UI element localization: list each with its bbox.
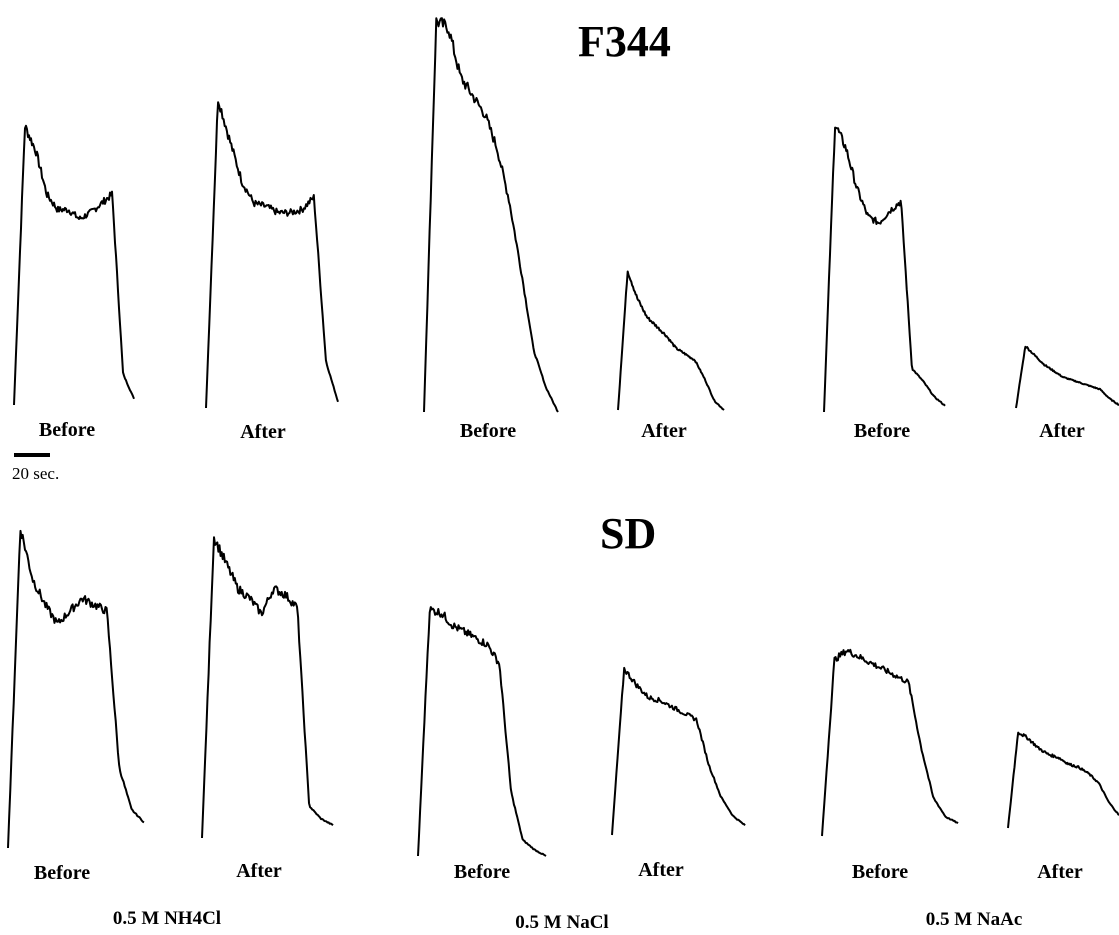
trace-label: Before <box>33 862 91 884</box>
response-trace <box>205 101 339 409</box>
panel-title-f344: F344 <box>578 17 671 66</box>
response-trace <box>201 536 334 839</box>
response-trace <box>13 124 135 406</box>
trace-label: After <box>638 859 684 881</box>
scale-bar <box>14 453 50 457</box>
response-trace <box>1015 345 1119 409</box>
trace-label: After <box>1039 420 1085 442</box>
trace-label: Before <box>851 861 909 883</box>
scale-bar-label: 20 sec. <box>12 464 60 483</box>
response-trace <box>1007 731 1119 829</box>
trace-label: After <box>641 420 687 442</box>
response-trace <box>823 126 946 413</box>
trace-label: Before <box>459 420 517 442</box>
response-trace <box>821 648 959 837</box>
trace-label: After <box>236 860 282 882</box>
stimulus-label-nacl: 0.5 M NaCl <box>515 912 609 933</box>
response-trace <box>617 270 725 411</box>
response-trace <box>417 606 547 857</box>
response-trace <box>423 17 559 413</box>
trace-label: Before <box>853 420 911 442</box>
trace-label: After <box>240 421 286 443</box>
panel-title-sd: SD <box>600 509 657 558</box>
stimulus-label-naac: 0.5 M NaAc <box>925 909 1023 930</box>
trace-label: After <box>1037 861 1083 883</box>
trace-label: Before <box>38 419 96 441</box>
trace-label: Before <box>453 861 511 883</box>
stimulus-label-nh4cl: 0.5 M NH4Cl <box>112 908 222 929</box>
response-trace <box>611 666 746 836</box>
response-trace <box>7 529 145 849</box>
